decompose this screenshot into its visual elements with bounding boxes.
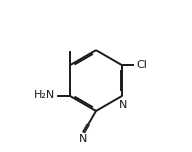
Text: Cl: Cl bbox=[136, 60, 147, 70]
Text: H₂N: H₂N bbox=[34, 90, 55, 100]
Text: N: N bbox=[119, 100, 127, 110]
Text: N: N bbox=[79, 134, 87, 144]
